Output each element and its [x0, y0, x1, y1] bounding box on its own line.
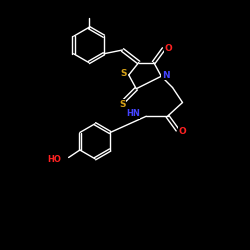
Text: S: S: [119, 100, 126, 109]
Text: N: N: [162, 70, 169, 80]
Text: O: O: [164, 44, 172, 53]
Text: O: O: [178, 127, 186, 136]
Text: HO: HO: [47, 155, 61, 164]
Text: HN: HN: [126, 109, 140, 118]
Text: S: S: [120, 69, 126, 78]
